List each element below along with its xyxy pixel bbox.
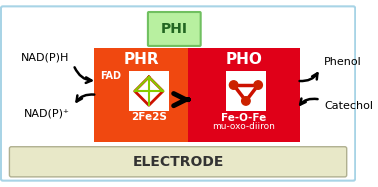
- Bar: [129, 71, 169, 111]
- Text: NAD(P)⁺: NAD(P)⁺: [24, 109, 70, 119]
- Circle shape: [229, 81, 238, 89]
- FancyBboxPatch shape: [1, 6, 355, 181]
- Text: Fe-O-Fe: Fe-O-Fe: [222, 113, 266, 122]
- Text: 2Fe2S: 2Fe2S: [131, 112, 167, 122]
- Text: PHO: PHO: [226, 52, 262, 67]
- Text: ELECTRODE: ELECTRODE: [132, 155, 224, 169]
- FancyBboxPatch shape: [9, 147, 347, 177]
- Text: FAD: FAD: [100, 71, 121, 81]
- FancyBboxPatch shape: [148, 12, 201, 46]
- Bar: [94, 48, 188, 142]
- Text: mu-oxo-diiron: mu-oxo-diiron: [212, 122, 276, 131]
- Text: NAD(P)H: NAD(P)H: [21, 52, 70, 62]
- Circle shape: [254, 81, 262, 89]
- Text: PHR: PHR: [124, 52, 159, 67]
- Text: Phenol: Phenol: [324, 57, 362, 67]
- Bar: [226, 71, 266, 111]
- Text: PHI: PHI: [161, 22, 188, 36]
- Text: Catechol: Catechol: [324, 101, 373, 111]
- Circle shape: [242, 97, 250, 105]
- Bar: [188, 48, 300, 142]
